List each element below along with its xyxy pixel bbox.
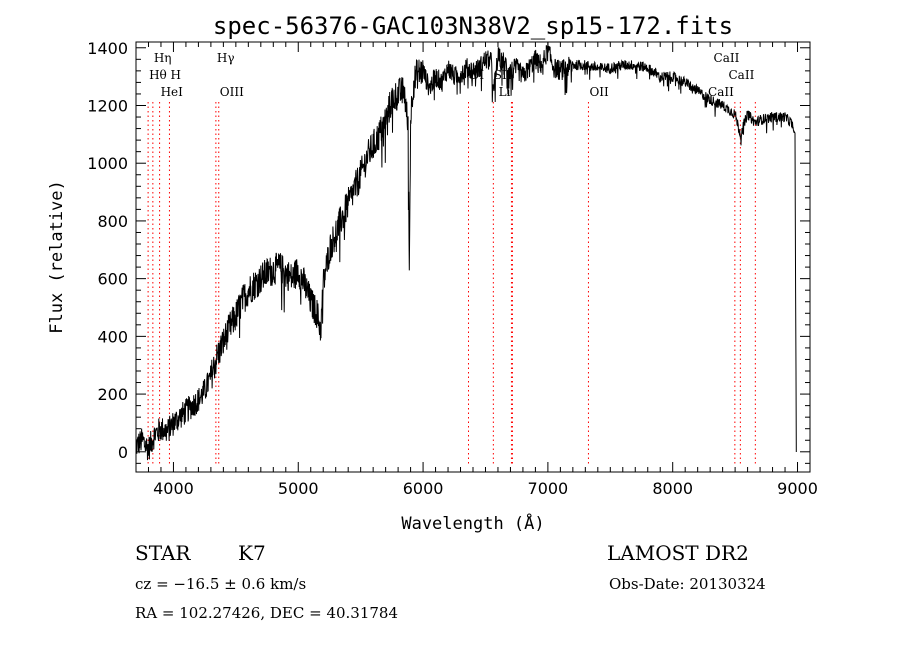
y-tick-label: 800 [97,212,128,231]
spectral-line-label: Li [499,85,511,99]
x-tick-label: 9000 [777,479,818,498]
y-tick-label: 400 [97,327,128,346]
y-tick-label: 1200 [87,96,128,115]
spectral-line-label: OIII [220,85,244,99]
spectral-line-label: CaII [729,68,755,82]
y-tick-label: 0 [118,443,128,462]
spectral-line-label: HeI [161,85,184,99]
x-tick-label: 7000 [528,479,569,498]
x-axis-label: Wavelength (Å) [401,512,544,534]
plot-frame [135,41,811,473]
observation-date: Obs-Date: 20130324 [609,575,766,593]
y-tick-label: 1000 [87,154,128,173]
spectral-line-label: Hθ [149,68,167,82]
spectral-line-label: CaII [708,85,734,99]
radial-velocity: cz = −16.5 ± 0.6 km/s [135,575,307,593]
spectral-line-label: H [170,68,180,82]
x-tick-label: 6000 [403,479,444,498]
spectral-line-label: Hγ [217,51,235,65]
y-tick-label: 1400 [87,39,128,58]
survey-name: LAMOST DR2 [607,541,749,565]
spectral-line-label: Hη [154,51,172,65]
y-tick-label: 200 [97,385,128,404]
object-subclass: K7 [238,541,266,565]
chart-title: spec-56376-GAC103N38V2_sp15-172.fits [213,12,733,40]
y-axis-label: Flux (relative) [47,180,67,334]
spectral-line-label: OII [589,85,609,99]
spectral-line-label: CaII [714,51,740,65]
y-tick-label: 600 [97,270,128,289]
x-tick-label: 5000 [278,479,319,498]
x-tick-label: 4000 [153,479,194,498]
spectrum-line [135,42,797,461]
object-class: STAR [135,541,191,565]
coordinates: RA = 102.27426, DEC = 40.31784 [135,604,399,622]
x-tick-label: 8000 [652,479,693,498]
spectrum-chart: spec-56376-GAC103N38V2_sp15-172.fits Hη H… [47,12,818,534]
